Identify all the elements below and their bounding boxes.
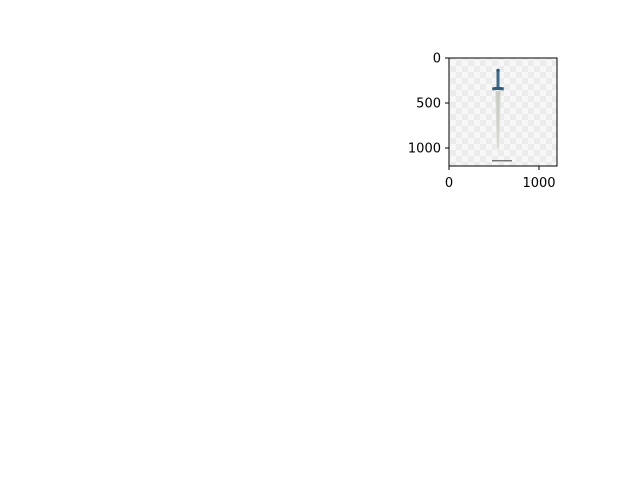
y-tick-label: 500: [416, 97, 441, 112]
y-tick-label: 1000: [408, 142, 441, 157]
y-axis: 0 500 1000: [408, 52, 449, 157]
y-tick-label: 0: [433, 52, 441, 67]
image-axes: [448, 57, 558, 167]
x-tick-label: 1000: [522, 176, 555, 191]
x-tick-label: 0: [445, 176, 453, 191]
image-background: [449, 58, 557, 166]
axes-frame: [448, 57, 558, 167]
sword-icon: [492, 68, 512, 162]
x-axis: 0 1000: [445, 166, 556, 191]
